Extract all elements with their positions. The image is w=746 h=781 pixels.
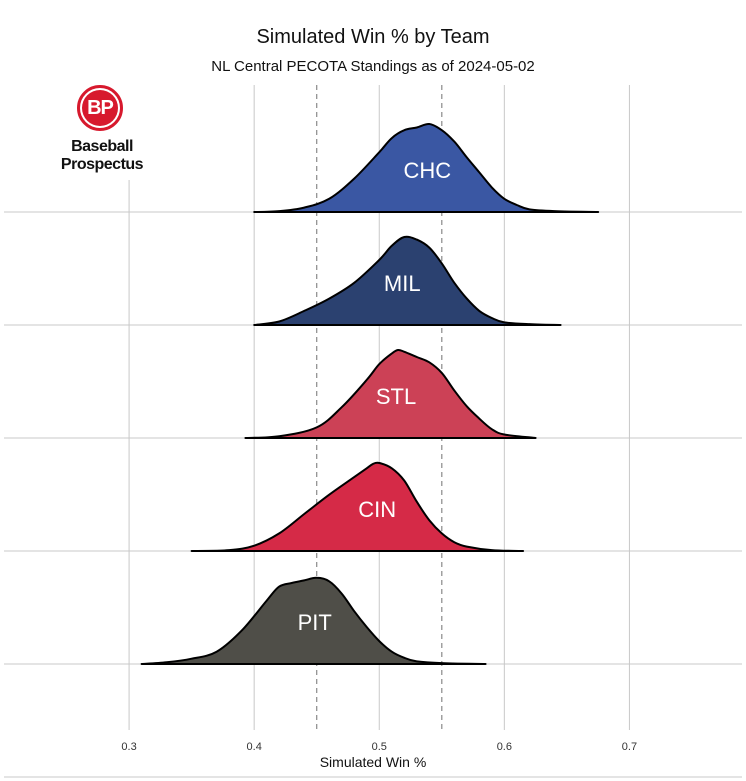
team-label-chc: CHC (403, 158, 451, 183)
x-tick-label-2: 0.5 (372, 741, 387, 753)
x-tick-label-0: 0.3 (121, 741, 136, 753)
team-label-stl: STL (376, 384, 416, 409)
x-tick-label-4: 0.7 (622, 741, 637, 753)
team-label-pit: PIT (298, 610, 332, 635)
x-axis-ticks: 0.3 0.4 0.5 0.6 0.7 (121, 741, 637, 753)
ridge-pit (140, 576, 487, 665)
x-tick-label-3: 0.6 (497, 741, 512, 753)
chart-title: Simulated Win % by Team (256, 26, 490, 48)
ridge-stl (244, 348, 537, 439)
ridge-chc (253, 122, 600, 213)
team-label-cin: CIN (358, 497, 396, 522)
logo-text-line2: Prospectus (60, 156, 144, 173)
chart-subtitle: NL Central PECOTA Standings as of 2024-0… (211, 58, 535, 75)
ridge-cin (190, 461, 525, 552)
baseball-prospectus-logo: BP Baseball Prospectus (50, 80, 158, 180)
ridge-mil (253, 235, 562, 326)
density-ridges: CHC MIL STL CIN PIT (140, 122, 600, 665)
bp-logo-mark: BP (82, 90, 118, 126)
logo-text-line1: Baseball (71, 138, 133, 155)
x-axis-label: Simulated Win % (319, 754, 427, 770)
team-label-mil: MIL (384, 271, 421, 296)
bp-logo-icon: BP (77, 85, 123, 131)
x-tick-label-1: 0.4 (247, 741, 262, 753)
